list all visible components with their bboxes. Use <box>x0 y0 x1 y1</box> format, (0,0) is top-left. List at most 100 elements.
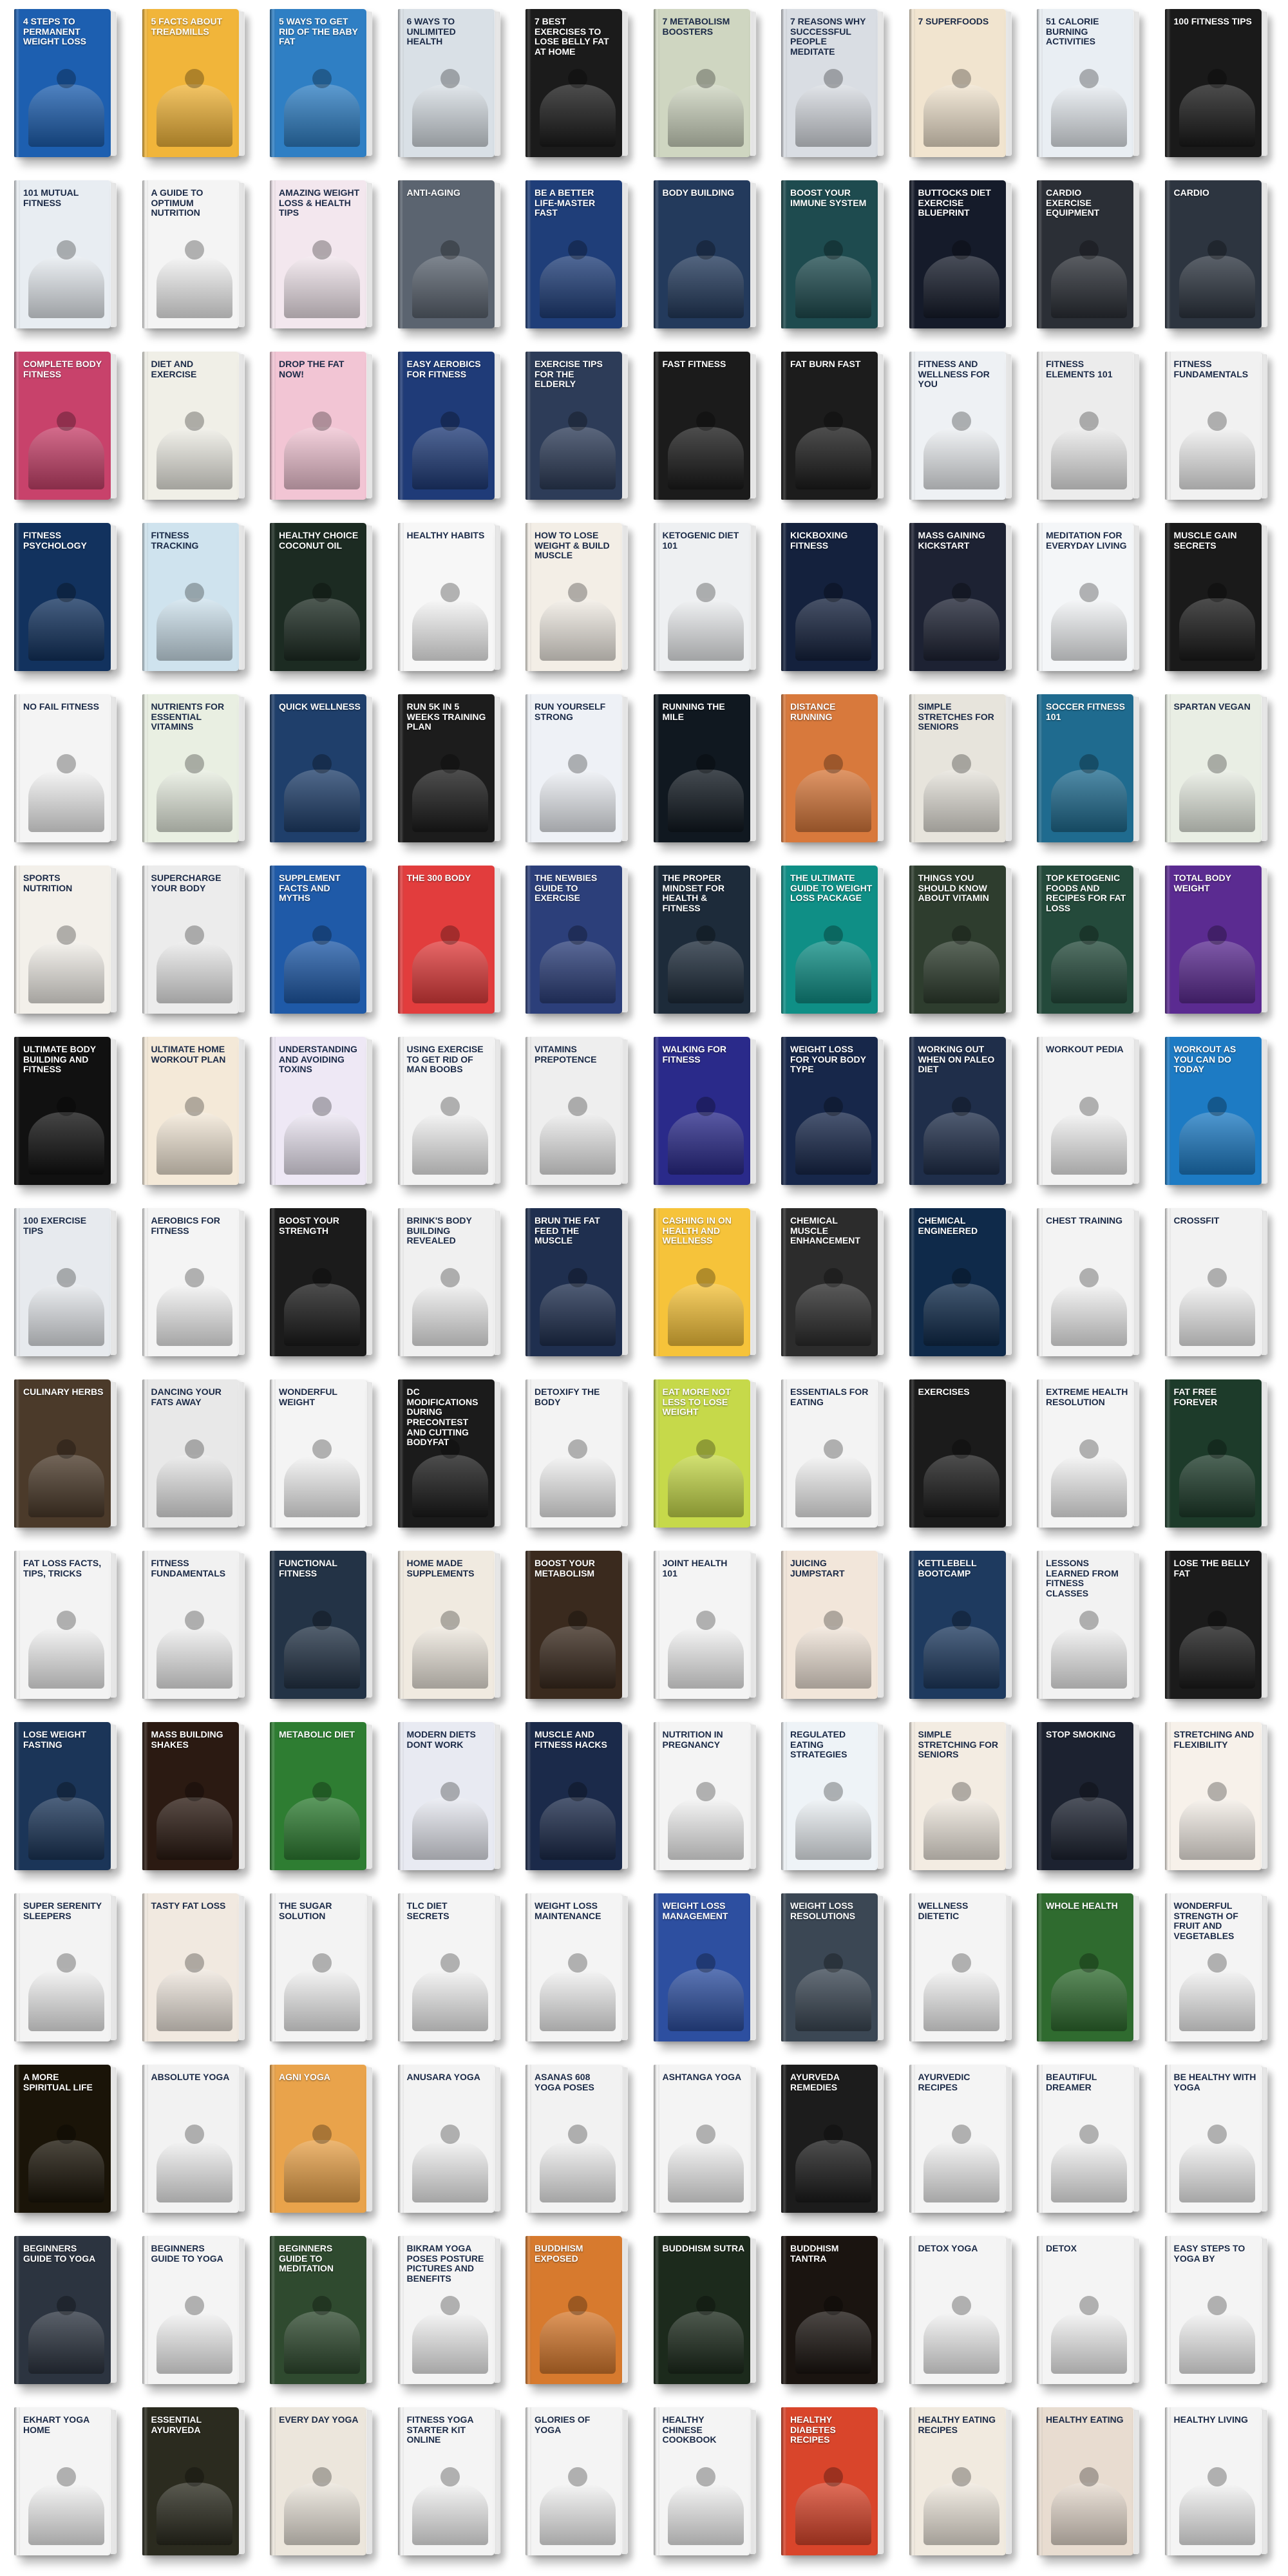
book-cover[interactable]: Weight Loss Management <box>653 1893 750 2041</box>
book-item[interactable]: Boost Your Immune System <box>776 176 904 348</box>
book-cover[interactable]: DC Modifications During Precontest And C… <box>397 1379 495 1528</box>
book-cover[interactable]: Spartan Vegan <box>1164 694 1262 842</box>
book-cover[interactable]: Diet And Exercise <box>142 352 239 500</box>
book-cover[interactable]: Be A Better Life-Master Fast <box>526 180 622 328</box>
book-cover[interactable]: Buddhism Exposed <box>526 2236 622 2384</box>
book-cover[interactable]: 7 Reasons Why Successful People Meditate <box>781 9 878 157</box>
book-item[interactable]: Cardio <box>1160 176 1288 348</box>
book-cover[interactable]: Agni Yoga <box>270 2065 366 2213</box>
book-item[interactable]: Detoxify The Body <box>520 1376 649 1547</box>
book-cover[interactable]: Complete Body Fitness <box>14 352 111 500</box>
book-item[interactable]: Distance Running <box>776 690 904 862</box>
book-cover[interactable]: Eat More Not Less To Lose Weight <box>653 1379 750 1528</box>
book-cover[interactable]: Workout Pedia <box>1037 1037 1133 1185</box>
book-cover[interactable]: Quick Wellness <box>270 694 366 842</box>
book-cover[interactable]: A More Spiritual Life <box>14 2065 111 2213</box>
book-cover[interactable]: Boost Your Strength <box>270 1208 366 1356</box>
book-cover[interactable]: Things You Should Know About Vitamin <box>909 866 1006 1014</box>
book-item[interactable]: 5 Ways To Get Rid Of The Baby Fat <box>265 5 393 176</box>
book-item[interactable]: Wellness Dietetic <box>904 1889 1032 2061</box>
book-item[interactable]: Fitness Fundamentals <box>137 1547 265 1718</box>
book-item[interactable]: Glories Of Yoga <box>520 2403 649 2575</box>
book-cover[interactable]: Modern Diets Dont Work <box>397 1722 495 1870</box>
book-item[interactable]: Fitness Elements 101 <box>1032 348 1160 519</box>
book-cover[interactable]: 100 Exercise Tips <box>14 1208 111 1356</box>
book-item[interactable]: Crossfit <box>1160 1204 1288 1376</box>
book-cover[interactable]: Stretching And Flexibility <box>1164 1722 1262 1870</box>
book-cover[interactable]: Fitness Fundamentals <box>142 1551 239 1699</box>
book-cover[interactable]: Absolute Yoga <box>142 2065 239 2213</box>
book-item[interactable]: Detox Yoga <box>904 2232 1032 2403</box>
book-cover[interactable]: Beginners Guide To Yoga <box>14 2236 111 2384</box>
book-cover[interactable]: Understanding And Avoiding Toxins <box>270 1037 366 1185</box>
book-item[interactable]: Working Out When On Paleo Diet <box>904 1033 1032 1204</box>
book-item[interactable]: Anti-Aging <box>393 176 521 348</box>
book-cover[interactable]: Healthy Choice Coconut Oil <box>270 523 366 671</box>
book-cover[interactable]: Essentials For Eating <box>781 1379 878 1528</box>
book-cover[interactable]: 7 Best Exercises To Lose Belly Fat At Ho… <box>526 9 622 157</box>
book-cover[interactable]: Crossfit <box>1164 1208 1262 1356</box>
book-item[interactable]: Cashing In On Health And Wellness <box>649 1204 777 1376</box>
book-cover[interactable]: Asanas 608 Yoga Poses <box>526 2065 622 2213</box>
book-cover[interactable]: 7 Superfoods <box>909 9 1006 157</box>
book-cover[interactable]: Sports Nutrition <box>14 866 111 1014</box>
book-cover[interactable]: Healthy Diabetes Recipes <box>781 2407 878 2555</box>
book-cover[interactable]: Detoxify The Body <box>526 1379 622 1528</box>
book-cover[interactable]: No Fail Fitness <box>14 694 111 842</box>
book-cover[interactable]: Beautiful Dreamer <box>1037 2065 1133 2213</box>
book-item[interactable]: Kickboxing Fitness <box>776 519 904 690</box>
book-cover[interactable]: Fitness Fundamentals <box>1164 352 1262 500</box>
book-item[interactable]: Soccer Fitness 101 <box>1032 690 1160 862</box>
book-cover[interactable]: Boost Your Metabolism <box>526 1551 622 1699</box>
book-cover[interactable]: Fitness Yoga Starter Kit Online <box>397 2407 495 2555</box>
book-cover[interactable]: Ayurveda Remedies <box>781 2065 878 2213</box>
book-cover[interactable]: Run 5K In 5 Weeks Training Plan <box>397 694 495 842</box>
book-item[interactable]: Nutrition In Pregnancy <box>649 1718 777 1889</box>
book-item[interactable]: The Ultimate Guide To Weight Loss Packag… <box>776 862 904 1033</box>
book-item[interactable]: Asanas 608 Yoga Poses <box>520 2061 649 2232</box>
book-cover[interactable]: Joint Health 101 <box>653 1551 750 1699</box>
book-item[interactable]: Fitness And Wellness For You <box>904 348 1032 519</box>
book-item[interactable]: 5 Facts About Treadmills <box>137 5 265 176</box>
book-item[interactable]: Be Healthy With Yoga <box>1160 2061 1288 2232</box>
book-cover[interactable]: Walking For Fitness <box>653 1037 750 1185</box>
book-item[interactable]: Muscle Gain Secrets <box>1160 519 1288 690</box>
book-item[interactable]: Extreme Health Resolution <box>1032 1376 1160 1547</box>
book-item[interactable]: Dancing Your Fats Away <box>137 1376 265 1547</box>
book-item[interactable]: Ketogenic Diet 101 <box>649 519 777 690</box>
book-item[interactable]: Anusara Yoga <box>393 2061 521 2232</box>
book-item[interactable]: Easy Steps To Yoga By <box>1160 2232 1288 2403</box>
book-item[interactable]: Joint Health 101 <box>649 1547 777 1718</box>
book-item[interactable]: Meditation For Everyday Living <box>1032 519 1160 690</box>
book-item[interactable]: Top Ketogenic Foods And Recipes For Fat … <box>1032 862 1160 1033</box>
book-item[interactable]: Quick Wellness <box>265 690 393 862</box>
book-item[interactable]: A More Spiritual Life <box>9 2061 137 2232</box>
book-cover[interactable]: How To Lose Weight & Build Muscle <box>526 523 622 671</box>
book-item[interactable]: Exercises <box>904 1376 1032 1547</box>
book-cover[interactable]: Easy Steps To Yoga By <box>1164 2236 1262 2384</box>
book-cover[interactable]: Detox <box>1037 2236 1133 2384</box>
book-cover[interactable]: Bikram Yoga Poses Posture Pictures And B… <box>397 2236 495 2384</box>
book-item[interactable]: Ashtanga Yoga <box>649 2061 777 2232</box>
book-cover[interactable]: Wellness Dietetic <box>909 1893 1006 2041</box>
book-cover[interactable]: Lessons Learned From Fitness Classes <box>1037 1551 1133 1699</box>
book-item[interactable]: Healthy Eating Recipes <box>904 2403 1032 2575</box>
book-cover[interactable]: Supercharge Your Body <box>142 866 239 1014</box>
book-cover[interactable]: Muscle Gain Secrets <box>1164 523 1262 671</box>
book-cover[interactable]: Fitness Elements 101 <box>1037 352 1133 500</box>
book-cover[interactable]: Cardio <box>1164 180 1262 328</box>
book-item[interactable]: Wonderful Strength Of Fruit And Vegetabl… <box>1160 1889 1288 2061</box>
book-cover[interactable]: Ekhart Yoga Home <box>14 2407 111 2555</box>
book-cover[interactable]: 6 Ways To Unlimited Health <box>397 9 495 157</box>
book-item[interactable]: Lessons Learned From Fitness Classes <box>1032 1547 1160 1718</box>
book-cover[interactable]: Beginners Guide To Yoga <box>142 2236 239 2384</box>
book-cover[interactable]: Running The Mile <box>653 694 750 842</box>
book-cover[interactable]: Distance Running <box>781 694 878 842</box>
book-cover[interactable]: Home Made Supplements <box>397 1551 495 1699</box>
book-cover[interactable]: Super Serenity Sleepers <box>14 1893 111 2041</box>
book-cover[interactable]: Run Yourself Strong <box>526 694 622 842</box>
book-item[interactable]: Buddhism Exposed <box>520 2232 649 2403</box>
book-cover[interactable]: Beginners Guide To Meditation <box>270 2236 366 2384</box>
book-item[interactable]: How To Lose Weight & Build Muscle <box>520 519 649 690</box>
book-cover[interactable]: The 300 Body <box>397 866 495 1014</box>
